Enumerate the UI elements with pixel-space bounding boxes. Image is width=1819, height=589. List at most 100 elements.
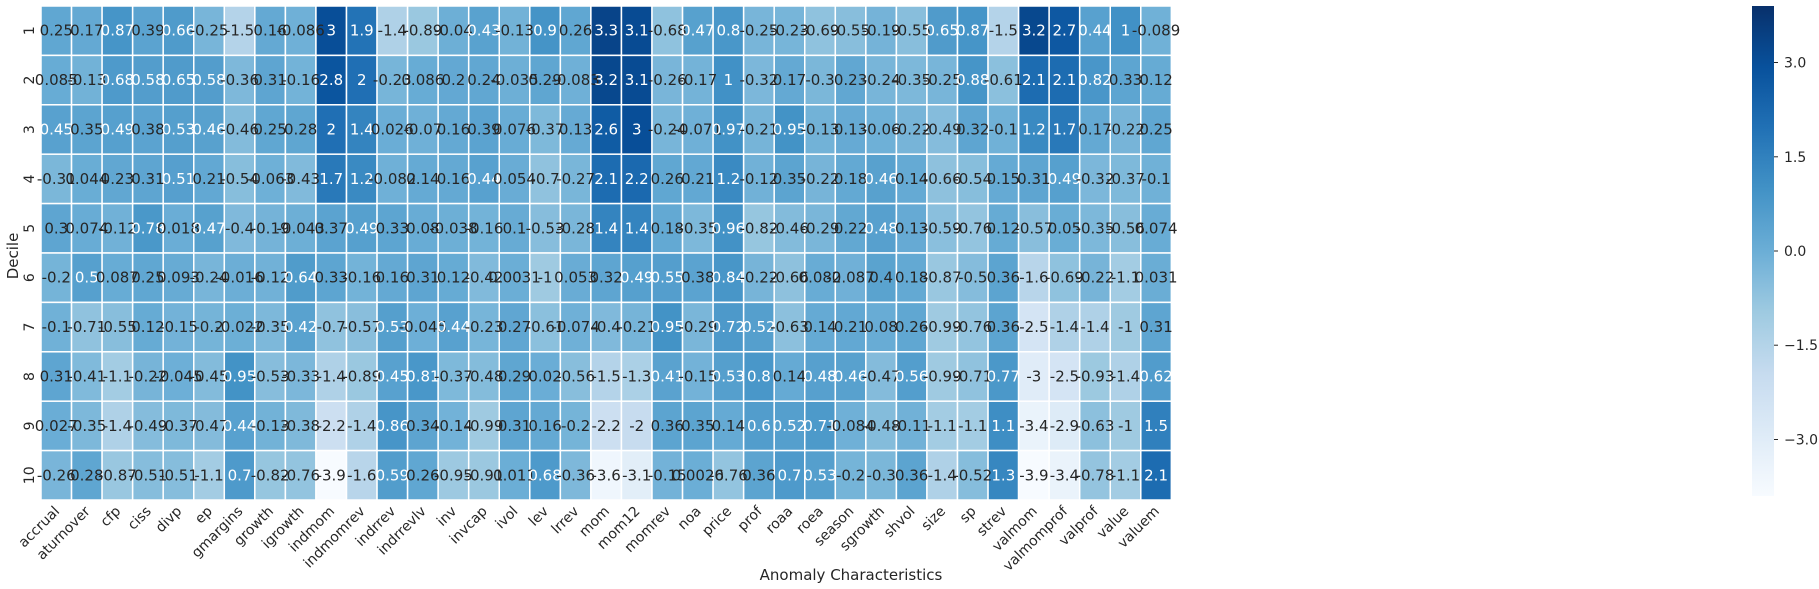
- heatmap-cell: [1048, 153, 1081, 205]
- heatmap-cell-label: 1.7: [1053, 121, 1077, 139]
- heatmap-cell: [101, 252, 134, 304]
- heatmap-cell-label: 1.3: [991, 466, 1015, 484]
- heatmap-cell-label: 0.48: [803, 368, 836, 386]
- heatmap-cell-label: 1.4: [625, 219, 649, 237]
- x-tick-label: size: [919, 504, 950, 535]
- heatmap-cell-label: 0.24: [467, 71, 500, 89]
- y-tick-label: 4: [22, 174, 38, 183]
- x-tick-label: sp: [957, 503, 980, 526]
- heatmap-cell: [437, 301, 470, 353]
- heatmap-cell-label: 0.53: [376, 318, 409, 336]
- heatmap-cell-label: -0.33: [281, 368, 320, 386]
- heatmap-cell-label: -0.87: [98, 466, 137, 484]
- heatmap-cell-label: -0.76: [709, 466, 748, 484]
- colorbar-ticks: 3.0 1.5 0.0 −1.5 −3.0: [1774, 56, 1818, 449]
- heatmap-cell-label: 0.044: [65, 170, 108, 188]
- heatmap-cell-label: 0.39: [131, 22, 164, 40]
- heatmap-cell-label: -0.93: [1076, 368, 1115, 386]
- heatmap-cell-label: -0.035: [490, 71, 538, 89]
- heatmap-cell-label: -1.5: [225, 22, 254, 40]
- heatmap-cell: [742, 301, 775, 353]
- heatmap-cell: [284, 252, 317, 304]
- heatmap-cell-label: 0.41: [651, 368, 684, 386]
- heatmap-cell: [1017, 449, 1050, 501]
- heatmap-cell: [590, 400, 623, 452]
- heatmap-cell-label: -0.69: [801, 22, 840, 40]
- heatmap-cell-label: -3.9: [317, 466, 346, 484]
- heatmap-cell: [70, 252, 103, 304]
- heatmap-cell-label: 0.21: [681, 170, 714, 188]
- heatmap-cell: [956, 202, 989, 254]
- heatmap-cell-label: 0.25: [253, 121, 286, 139]
- heatmap-cell: [254, 301, 287, 353]
- heatmap-cell: [1078, 301, 1111, 353]
- heatmap-cell: [101, 400, 134, 452]
- heatmap-cell-label: -0.32: [740, 71, 779, 89]
- heatmap-cell-label: 0.018: [157, 219, 200, 237]
- heatmap-cell-label: -3.4: [1050, 466, 1079, 484]
- heatmap-cell-label: -2.2: [592, 417, 621, 435]
- heatmap-cell-label: 0.64: [284, 269, 317, 287]
- heatmap-cell-label: 0.076: [493, 121, 536, 139]
- heatmap-cell-label: -0.25: [190, 22, 229, 40]
- heatmap-cell-label: 0.86: [376, 417, 409, 435]
- heatmap-cell-label: 0.56: [895, 368, 928, 386]
- heatmap-cell-label: -0.12: [740, 170, 779, 188]
- heatmap-cell-label: -0.29: [678, 318, 717, 336]
- heatmap-cell-label: 0.88: [956, 71, 989, 89]
- heatmap-cell-label: -0.99: [923, 318, 962, 336]
- heatmap-cell: [131, 153, 164, 205]
- heatmap-cell-label: -0.2: [836, 466, 865, 484]
- heatmap-cell-label: -0.57: [1014, 219, 1053, 237]
- heatmap-cell: [1048, 202, 1081, 254]
- heatmap-cell-label: -0.36: [220, 71, 259, 89]
- heatmap-cell-label: 0.4: [869, 269, 893, 287]
- x-tick-label: divp: [153, 503, 186, 536]
- heatmap-cell-label: 0.35: [773, 170, 806, 188]
- heatmap-cell-label: -0.95: [434, 466, 473, 484]
- heatmap-cell-label: -1.1: [1111, 466, 1140, 484]
- heatmap-cell-label: -0.045: [399, 318, 447, 336]
- heatmap-cell: [712, 153, 745, 205]
- heatmap-cell: [529, 104, 562, 155]
- heatmap-cell: [1140, 351, 1173, 402]
- heatmap-cell: [437, 252, 470, 304]
- heatmap-cell: [406, 54, 439, 106]
- heatmap-cell: [345, 104, 378, 155]
- heatmap-cell-label: 2.2: [625, 170, 649, 188]
- heatmap-cell-label: 0.18: [651, 219, 684, 237]
- heatmap-cell: [40, 400, 73, 452]
- heatmap-cell: [254, 5, 287, 57]
- heatmap-cell-label: -0.16: [281, 71, 320, 89]
- heatmap-cell: [681, 252, 714, 304]
- heatmap-cell: [987, 351, 1020, 402]
- x-tick-label: lrrev: [549, 504, 583, 538]
- heatmap-cell-label: 0.17: [773, 71, 806, 89]
- heatmap-cell-label: 0.14: [773, 368, 806, 386]
- heatmap-cell-label: -1: [1118, 417, 1133, 435]
- heatmap-cell-label: 2.1: [1144, 466, 1168, 484]
- heatmap-cell: [834, 301, 867, 353]
- x-tick-label: ep: [192, 503, 216, 527]
- heatmap-cell-label: -0.15: [678, 368, 717, 386]
- heatmap-cell-label: 0.7: [778, 466, 802, 484]
- heatmap-cell-label: 0.13: [559, 121, 592, 139]
- heatmap-cell-label: 0.31: [1139, 318, 1172, 336]
- heatmap-cell-label: 0.086: [401, 71, 444, 89]
- heatmap-cell: [895, 252, 928, 304]
- heatmap-cell: [865, 104, 898, 155]
- heatmap-cell-label: -0.24: [862, 71, 901, 89]
- heatmap-cell-label: 0.95: [651, 318, 684, 336]
- heatmap-cell-label: 0.46: [834, 368, 867, 386]
- heatmap-cell: [926, 400, 959, 452]
- heatmap-cell-label: 0.27: [498, 318, 531, 336]
- heatmap-cell: [529, 252, 562, 304]
- heatmap-cell: [773, 104, 806, 155]
- heatmap-cell: [590, 54, 623, 106]
- heatmap-cell-label: 0.14: [803, 318, 836, 336]
- heatmap-cell-label: -0.69: [1045, 269, 1084, 287]
- heatmap-cell-label: -3.6: [592, 466, 621, 484]
- heatmap-cell-label: -0.3: [805, 71, 834, 89]
- heatmap-cell-label: -0.045: [154, 368, 202, 386]
- heatmap-cell-label: -0.63: [1076, 417, 1115, 435]
